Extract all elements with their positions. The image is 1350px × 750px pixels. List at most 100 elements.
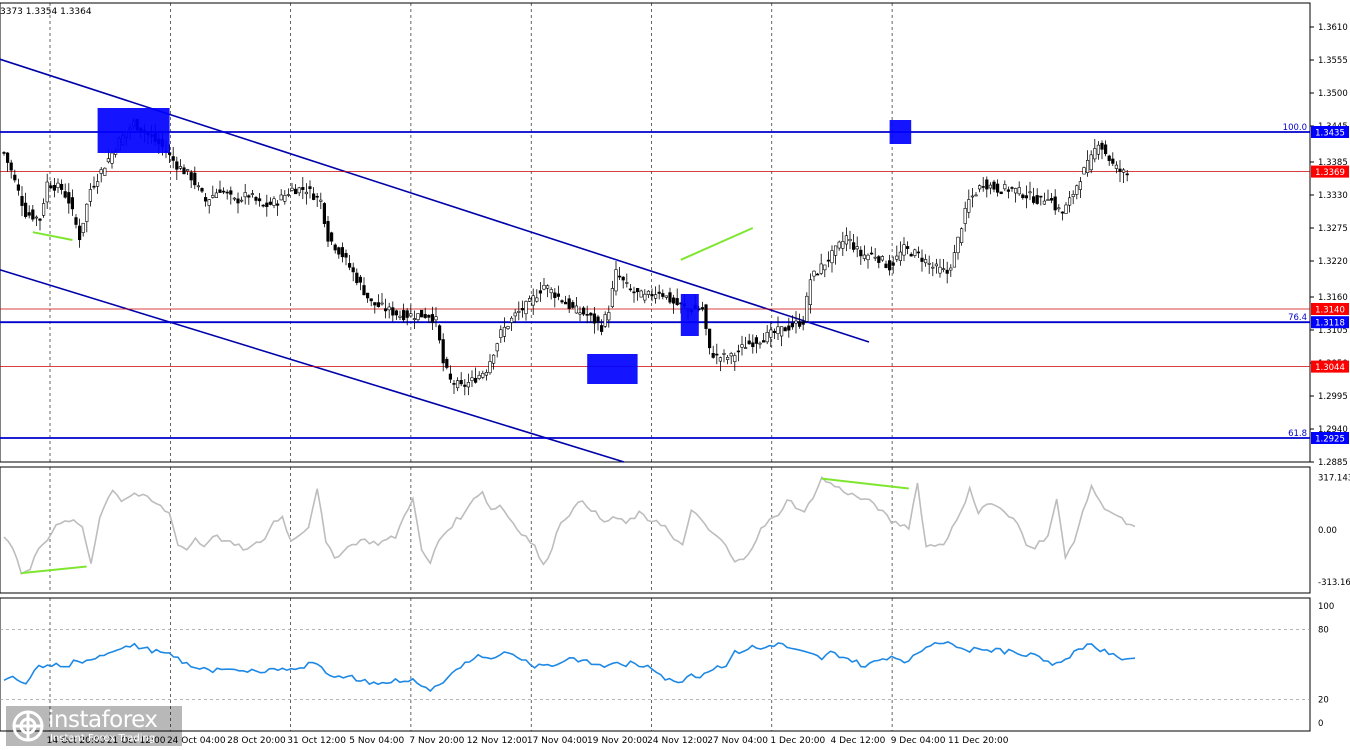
candle-body [661, 293, 665, 297]
candle-body [657, 291, 661, 294]
candle-body [229, 190, 233, 195]
candle-body [1064, 204, 1068, 214]
rsi-tick-label: 80 [1318, 625, 1329, 635]
time-axis: 14 Oct 20:00 21 Oct 12:00 24 Oct 04:00 28 O… [47, 736, 1009, 746]
candle-body [376, 302, 381, 307]
candle-body [596, 316, 600, 323]
cci-line [3, 475, 1136, 575]
candle-body [1111, 158, 1115, 164]
price-tick-label: 1.2885 [1318, 458, 1348, 468]
candle-body [571, 302, 575, 308]
rsi-tick-label: 100 [1318, 602, 1334, 612]
candle-body [664, 295, 668, 298]
candle-body [927, 262, 931, 265]
candle-body [779, 326, 784, 337]
price-tick-label: 1.3220 [1318, 257, 1348, 267]
candle-body [909, 253, 913, 257]
candle-body [855, 246, 859, 250]
candle-body [99, 169, 103, 174]
time-tick-label: 17 Nov 04:00 [527, 736, 588, 746]
rsi-line [3, 641, 1136, 693]
candle-body [1003, 184, 1007, 190]
candle-body [232, 197, 237, 200]
candle-body [718, 357, 722, 362]
candle-body [1013, 188, 1018, 194]
candle-body [941, 268, 946, 270]
time-tick-label: 21 Oct 12:00 [107, 736, 166, 746]
candle-body [1125, 173, 1129, 176]
time-tick-label: 1 Dec 20:00 [770, 736, 825, 746]
candle-body [247, 195, 251, 198]
candle-body [819, 263, 823, 274]
candle-body [171, 156, 175, 161]
fibo-level-label: 76.4 [1288, 313, 1307, 323]
candle-body [45, 181, 49, 203]
candle-body [1104, 144, 1108, 155]
candle-body [59, 183, 64, 190]
candle-body [765, 331, 769, 343]
candle-body [67, 192, 71, 204]
candle-body [275, 203, 280, 206]
candle-body [722, 353, 726, 355]
candle-body [513, 312, 517, 317]
candle-body [358, 276, 363, 283]
candle-body [6, 152, 10, 163]
price-tag [1311, 316, 1349, 329]
candle-body [315, 195, 319, 198]
candle-body [556, 293, 560, 297]
price-tick-label: 1.3275 [1318, 224, 1348, 234]
candle-body [1050, 198, 1054, 201]
candle-body [448, 373, 453, 380]
candle-body [484, 372, 489, 376]
candle-body [279, 194, 283, 201]
price-tag-label: 1.3044 [1315, 363, 1345, 373]
candle-body [416, 313, 420, 321]
candle-body [610, 288, 614, 308]
time-tick-label: 19 Nov 20:00 [587, 736, 648, 746]
candle-body [783, 327, 787, 332]
price-tick-label: 1.3610 [1318, 23, 1348, 33]
watermark: instaforex Instant Forex Trading [6, 706, 182, 746]
candle-body [549, 289, 553, 294]
candle-body [347, 263, 352, 268]
candle-body [988, 184, 992, 189]
candle-body [470, 377, 474, 381]
price-tick-label: 1.3385 [1318, 158, 1348, 168]
price-tick-label: 1.3105 [1318, 326, 1348, 336]
candle-body [844, 235, 848, 245]
candle-body [797, 321, 802, 327]
candle-body [383, 308, 388, 312]
candle-body [898, 251, 902, 261]
candle-body [1071, 194, 1075, 197]
divergence-line [680, 227, 754, 261]
candle-body [1057, 207, 1061, 210]
time-tick-label: 5 Nov 04:00 [349, 736, 404, 746]
candle-body [607, 312, 611, 321]
candle-body [589, 312, 593, 316]
candle-body [574, 305, 578, 314]
candle-body [78, 225, 82, 241]
candle-body [808, 279, 812, 305]
fibo-level-label: 100.0 [1283, 123, 1307, 133]
price-tag-label: 1.3118 [1315, 319, 1345, 329]
candle-body [902, 244, 906, 256]
candle-body [423, 314, 427, 318]
candle-body [639, 290, 643, 298]
candle-body [1032, 196, 1036, 203]
candle-body [1118, 168, 1122, 172]
candle-body [524, 301, 528, 315]
candle-body [776, 326, 780, 334]
candle-body [74, 217, 78, 225]
highlight-box [680, 294, 699, 336]
candle-body [999, 191, 1003, 195]
price-tick-label: 1.3500 [1318, 89, 1348, 99]
candle-body [963, 208, 967, 224]
candle-body [628, 288, 632, 291]
candle-body [88, 189, 92, 202]
candle-body [225, 191, 229, 194]
candle-body [455, 380, 460, 389]
candle-body [887, 260, 892, 271]
candle-body [869, 252, 874, 255]
candle-body [204, 197, 208, 202]
